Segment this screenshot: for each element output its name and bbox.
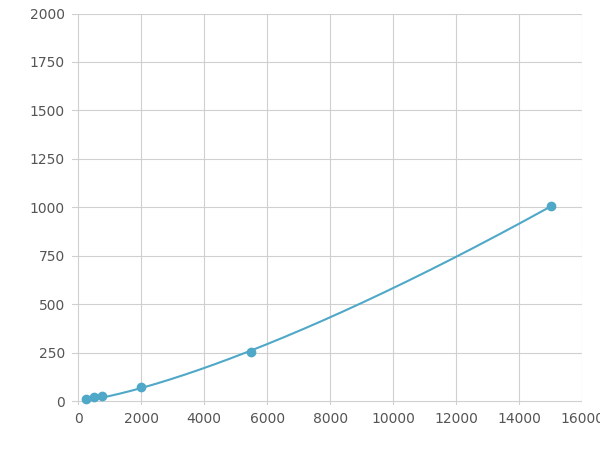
Point [247, 348, 256, 356]
Point [97, 393, 107, 400]
Point [546, 203, 556, 210]
Point [89, 394, 99, 401]
Point [136, 383, 146, 390]
Point [82, 396, 91, 403]
